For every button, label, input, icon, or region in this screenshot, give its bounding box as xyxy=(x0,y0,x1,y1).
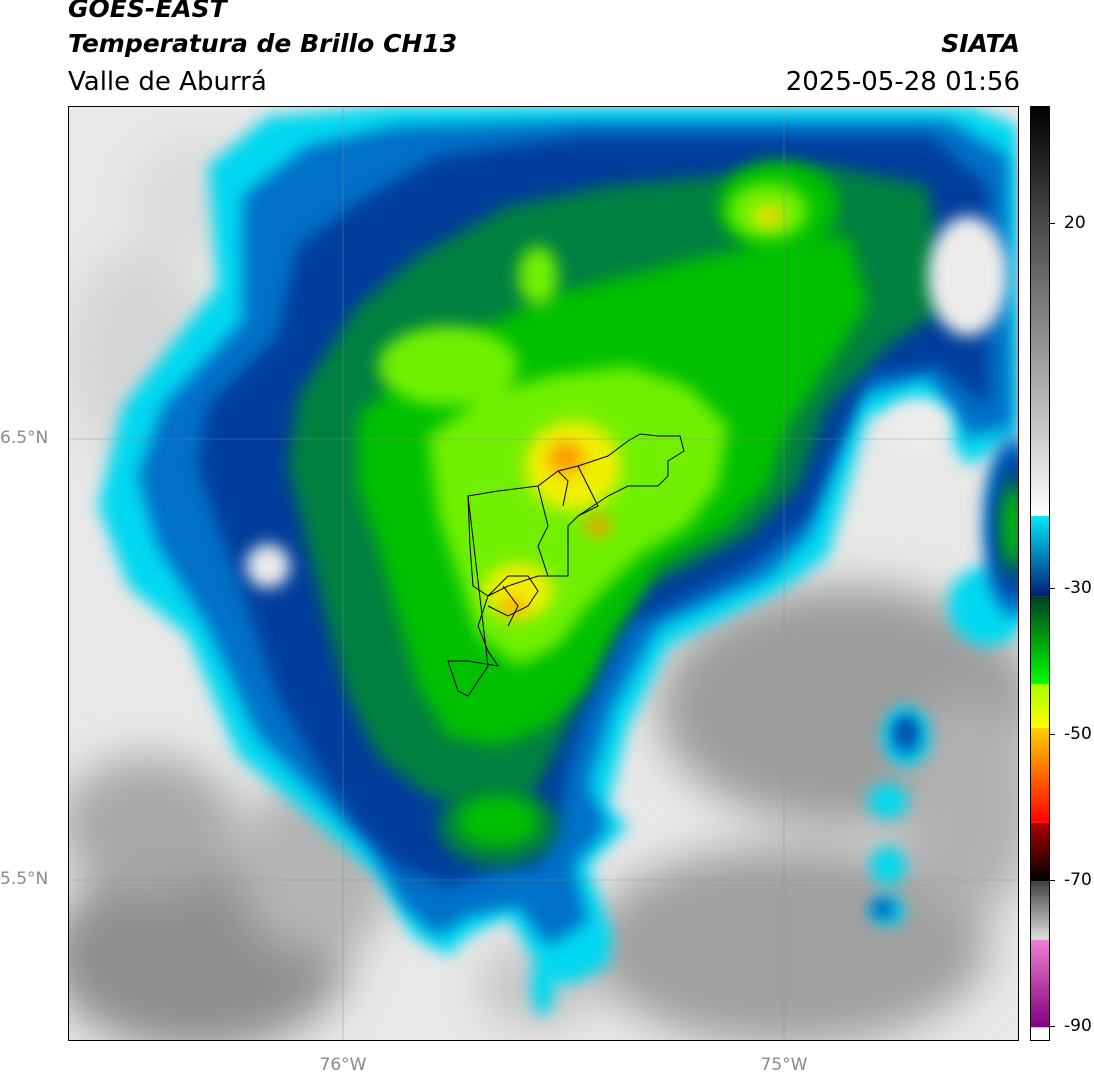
colorbar-segment xyxy=(1031,1027,1049,1040)
lat-label-5-5: 5.5°N xyxy=(0,869,49,889)
colorbar-tick-mark xyxy=(1050,588,1055,590)
colorbar-tick-mark xyxy=(1050,222,1055,224)
colorbar-segment xyxy=(1031,881,1049,940)
organization-label: SIATA xyxy=(941,29,1020,58)
lat-label-6-5: 6.5°N xyxy=(0,428,49,448)
colorbar-segment xyxy=(1031,684,1049,728)
colorbar-segment xyxy=(1031,727,1049,823)
graticule xyxy=(68,106,1019,1041)
colorbar-segment xyxy=(1031,596,1049,685)
colorbar-tick-mark xyxy=(1050,1026,1055,1028)
colorbar-tick-label: 20 xyxy=(1064,212,1086,233)
colorbar-tick-label: -70 xyxy=(1064,870,1092,891)
colorbar-tick-mark xyxy=(1050,880,1055,882)
product-title: Temperatura de Brillo CH13 xyxy=(68,29,458,58)
lon-label-75w: 75°W xyxy=(760,1055,808,1075)
colorbar-tick-label: -50 xyxy=(1064,724,1092,745)
colorbar-tick-label: -30 xyxy=(1064,578,1092,599)
colorbar-segment xyxy=(1031,516,1049,597)
warm-surface-texture xyxy=(68,136,1019,1041)
municipal-boundaries xyxy=(447,433,685,697)
lon-label-76w: 76°W xyxy=(319,1055,367,1075)
colorbar-segment xyxy=(1031,939,1049,1028)
colorbar-tick-label: -90 xyxy=(1064,1016,1092,1037)
colorbar-segment xyxy=(1031,107,1049,517)
colorbar xyxy=(1030,106,1050,1041)
brightness-temperature-map[interactable] xyxy=(68,106,1019,1041)
timestamp: 2025-05-28 01:56 xyxy=(785,67,1020,97)
region-label: Valle de Aburrá xyxy=(68,67,267,97)
map-frame xyxy=(68,106,1019,1041)
clear-sky-holes xyxy=(246,216,1008,588)
cold-top-orange xyxy=(501,211,778,614)
satellite-name: GOES-EAST xyxy=(68,0,227,23)
colorbar-segment xyxy=(1031,822,1049,882)
colorbar-tick-mark xyxy=(1050,734,1055,736)
